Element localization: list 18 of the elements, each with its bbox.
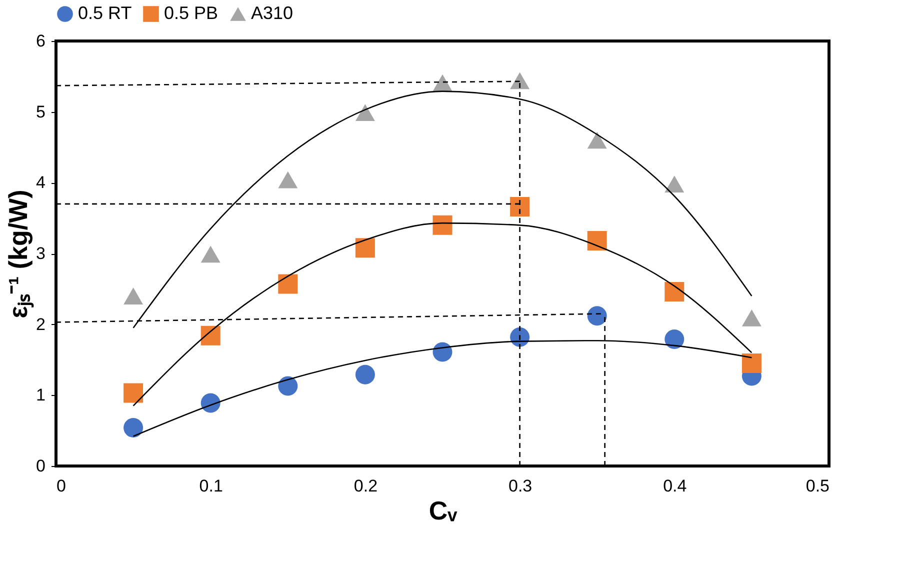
x-tick-label: 0.4 [663, 476, 687, 496]
x-tick-label: 0.3 [508, 476, 532, 496]
legend-label: A310 [251, 3, 294, 23]
y-tick-label: 2 [36, 314, 46, 334]
x-axis-title: Cᵥ [428, 496, 458, 526]
y-tick-label: 6 [36, 32, 46, 50]
legend-label: 0.5 PB [164, 3, 218, 23]
y-tick-label: 4 [36, 173, 46, 192]
x-tick-label: 0 [56, 476, 66, 496]
y-tick-label: 0 [36, 456, 46, 476]
x-tick-label: 0.2 [354, 476, 378, 496]
x-tick-label: 0.1 [199, 476, 223, 496]
legend-label: 0.5 RT [78, 3, 132, 23]
y-tick-label: 1 [36, 386, 46, 405]
x-tick-label: 0.5 [806, 476, 830, 496]
y-tick-label: 3 [36, 244, 46, 263]
y-axis-title: εⱼₛ⁻¹ (kg/W) [3, 190, 34, 318]
y-tick-label: 5 [36, 102, 46, 122]
